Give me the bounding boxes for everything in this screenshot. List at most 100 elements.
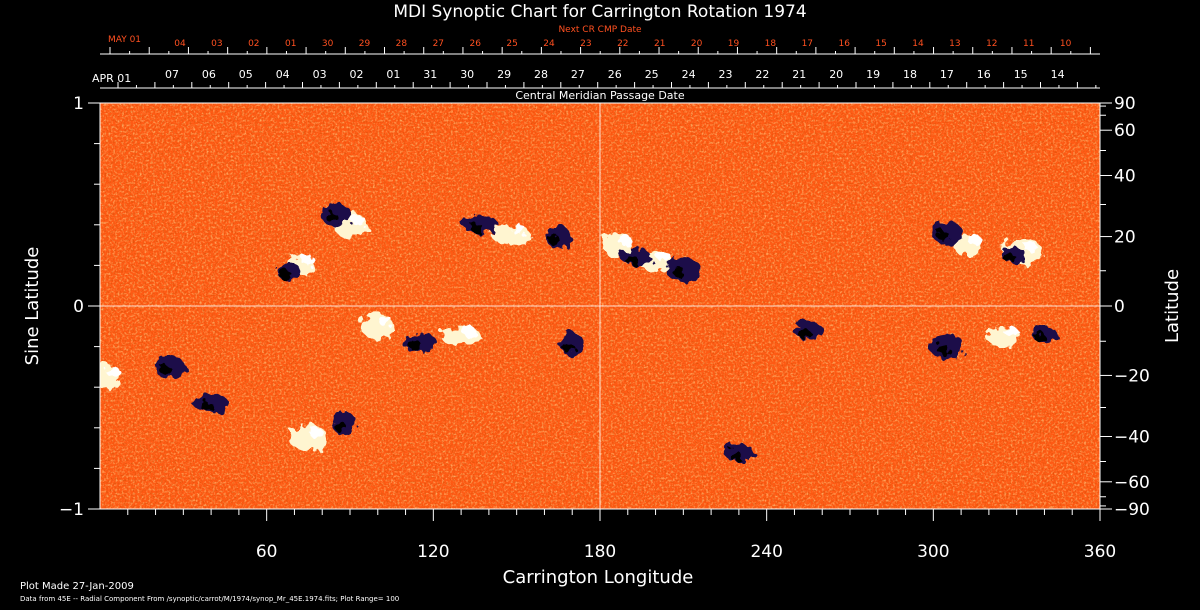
positive-flux-core [462,326,477,337]
positive-flux-core [378,316,393,327]
top-axis-tick-label: 10 [1060,39,1072,49]
y-tick-label: −1 [59,500,84,520]
positive-flux-core [1003,326,1018,337]
positive-flux-core [106,367,121,378]
y-tick-label: 0 [73,297,84,317]
x-tick-label: 60 [256,542,278,562]
top-axis-tick-label: 15 [875,39,886,49]
negative-flux-core [1034,332,1047,343]
top-axis-tick-label: 18 [765,39,777,49]
negative-flux-core [1003,253,1016,264]
negative-flux-core [548,234,561,245]
second-axis-tick-label: 14 [1051,68,1065,81]
y2-tick-label: 40 [1114,167,1136,187]
negative-flux-core [937,230,950,241]
second-axis-tick-label: 22 [755,68,769,81]
second-axis-tick-label: 06 [202,68,216,81]
second-axis-ticks: 07 06 05 04 03 02 01 31 30 29 28 27 26 25 24 23 22 21 20 19… [117,68,1097,88]
negative-flux-core [326,212,339,223]
top-axis-label: Next CR CMP Date [558,25,642,35]
positive-flux-core [617,235,632,246]
top-axis-tick-label: 29 [359,39,371,49]
negative-flux-core [798,328,811,339]
y-axis-label: Sine Latitude [22,247,43,366]
sine-latitude-ticks: 1 0 −1 [59,94,100,520]
top-axis-tick-label: 25 [506,39,517,49]
chart-title: MDI Synoptic Chart for Carrington Rotati… [393,2,806,22]
second-axis-tick-label: 29 [497,68,511,81]
second-axis-tick-label: 01 [386,68,400,81]
second-axis-tick-label: 02 [350,68,364,81]
y2-tick-label: 90 [1114,94,1136,114]
x-tick-label: 120 [417,542,449,562]
data-source-text: Data from 45E -- Radial Component From /… [20,595,399,603]
y-tick-label: 1 [73,94,84,114]
top-axis-first-label: MAY 01 [108,35,141,45]
second-axis-first-label: APR 01 [92,72,131,85]
negative-flux-core [334,421,347,432]
top-axis-tick-label: 20 [691,39,703,49]
top-axis-tick-label: 16 [838,39,850,49]
x-tick-label: 240 [750,542,782,562]
positive-flux-core [967,235,982,246]
top-axis-ticks: 04 03 02 01 30 29 28 27 26 25 24 23 22 21 20 19 18 17 16 15… [109,39,1091,54]
second-axis-tick-label: 28 [534,68,548,81]
longitude-ticks: 60 120 180 240 300 360 [127,509,1116,562]
positive-flux-core [351,214,365,225]
second-axis-tick-label: 07 [165,68,179,81]
y2-tick-label: 20 [1114,228,1136,248]
second-axis-tick-label: 03 [313,68,327,81]
second-axis-label: Central Meridian Passage Date [515,89,684,102]
negative-flux-core [728,450,741,461]
second-axis-tick-label: 15 [1014,68,1028,81]
top-axis-tick-label: 27 [433,39,444,49]
second-axis-tick-label: 18 [903,68,917,81]
second-axis-tick-label: 20 [829,68,843,81]
second-axis-tick-label: 21 [792,68,806,81]
x-axis-label: Carrington Longitude [503,567,694,588]
plot-made-text: Plot Made 27-Jan-2009 [20,581,134,592]
top-axis-tick-label: 28 [396,39,408,49]
top-axis-tick-label: 12 [986,39,997,49]
latitude-ticks: 90 60 40 20 0 −20 −40 −60 −90 [1100,94,1150,520]
second-axis-tick-label: 19 [866,68,880,81]
x-tick-label: 300 [917,542,949,562]
magnetogram-map [100,103,1100,509]
second-axis-tick-label: 31 [423,68,437,81]
top-axis-tick-label: 24 [543,39,555,49]
y2-tick-label: −60 [1114,473,1150,493]
second-axis-tick-label: 27 [571,68,585,81]
y2-axis-label: Latitude [1162,269,1183,343]
top-axis-tick-label: 26 [469,39,481,49]
second-axis-tick-label: 17 [940,68,954,81]
negative-flux-core [159,364,172,375]
negative-flux-core [409,340,422,351]
y2-tick-label: 60 [1114,121,1136,141]
negative-flux-core [278,269,291,280]
positive-flux-core [512,224,527,235]
top-axis-tick-label: 11 [1023,39,1034,49]
top-axis-tick-label: 17 [802,39,813,49]
positive-flux-core [1023,241,1038,252]
second-axis-tick-label: 24 [682,68,696,81]
top-axis-tick-label: 01 [285,39,296,49]
x-tick-label: 180 [584,542,616,562]
second-axis-tick-label: 23 [719,68,733,81]
negative-flux-core [673,267,686,278]
positive-flux-core [656,251,671,262]
positive-flux-region [288,424,329,451]
top-axis-tick-label: 30 [322,39,334,49]
second-axis-tick-label: 25 [645,68,659,81]
y2-tick-label: −20 [1114,366,1150,386]
positive-flux-core [301,255,315,266]
negative-flux-core [201,401,214,412]
top-axis-tick-label: 04 [174,39,186,49]
positive-flux-core [309,427,324,438]
second-axis-tick-label: 04 [276,68,290,81]
top-axis-tick-label: 02 [248,39,259,49]
second-axis-tick-label: 26 [608,68,622,81]
top-axis-tick-label: 03 [211,39,222,49]
y2-tick-label: 0 [1114,297,1125,317]
negative-flux-core [562,342,575,353]
